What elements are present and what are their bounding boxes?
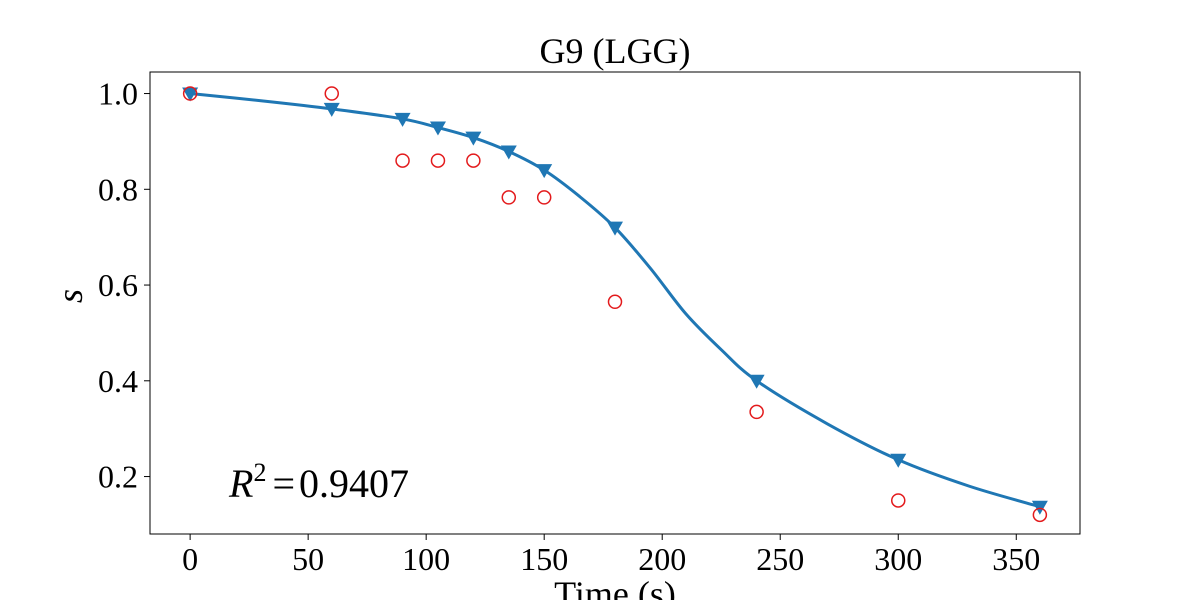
x-tick-label: 300 — [874, 541, 922, 577]
fit-point — [890, 453, 907, 468]
fit-point — [429, 121, 446, 136]
fit-point — [323, 102, 340, 117]
observed-point — [607, 294, 623, 310]
y-tick-label: 0.6 — [98, 267, 138, 303]
y-tick-label: 0.8 — [98, 171, 138, 207]
r-squared-operator: = — [272, 461, 295, 506]
x-tick-label: 250 — [756, 541, 804, 577]
fit-point — [394, 112, 411, 127]
r-squared-annotation: R2 = 0.9407 — [228, 458, 409, 506]
y-axis-label: s — [50, 289, 90, 303]
fit-point — [500, 145, 517, 160]
x-tick-label: 150 — [520, 541, 568, 577]
observed-point — [466, 153, 481, 168]
fit-curve-line — [189, 92, 1041, 509]
fit-point — [182, 87, 199, 102]
x-tick-label: 50 — [292, 541, 324, 577]
observed-point — [395, 153, 410, 168]
x-tick-label: 200 — [638, 541, 686, 577]
observed-point — [890, 493, 906, 508]
fit-point — [607, 221, 623, 236]
y-tick-label: 0.4 — [98, 363, 138, 399]
r-squared-symbol: R — [228, 461, 253, 506]
y-tick-label: 1.0 — [98, 76, 138, 112]
observed-point — [536, 190, 552, 205]
fit-point — [748, 374, 765, 389]
observed-point — [430, 153, 446, 168]
x-axis-ticks: 0 50 100 150 200 250 300 350 — [182, 534, 1040, 577]
plot-frame — [149, 71, 1081, 535]
observed-point — [1032, 507, 1048, 523]
fit-point — [536, 164, 553, 179]
y-axis-ticks: 0.2 0.4 0.6 0.8 1.0 — [98, 76, 150, 495]
fit-point — [465, 131, 482, 146]
x-tick-label: 100 — [402, 541, 450, 577]
chart-title: G9 (LGG) — [540, 31, 691, 71]
x-tick-label: 350 — [992, 541, 1040, 577]
fit-curve-layer — [189, 92, 1041, 509]
x-axis-label: Time (s) — [554, 574, 676, 600]
r-squared-value: 0.9407 — [299, 461, 409, 506]
r-squared-exponent: 2 — [253, 458, 266, 487]
observed-point — [324, 86, 340, 101]
observed-point — [182, 86, 198, 101]
observed-point — [501, 190, 517, 205]
y-tick-label: 0.2 — [98, 459, 138, 495]
x-tick-label: 0 — [182, 541, 198, 577]
series-layer — [182, 86, 1048, 523]
observed-point — [749, 404, 764, 420]
